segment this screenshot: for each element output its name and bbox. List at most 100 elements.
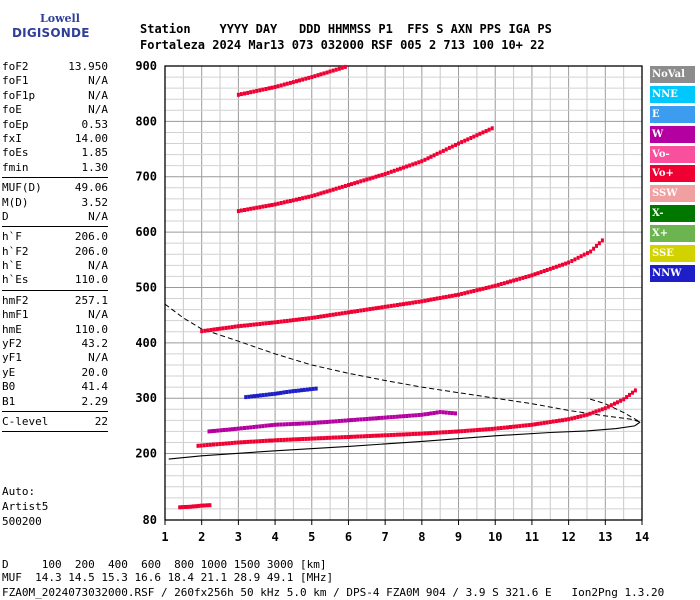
echo-mark — [340, 184, 344, 189]
echo-mark — [279, 438, 283, 442]
echo-mark — [264, 438, 268, 443]
x-tick-label: 13 — [598, 530, 612, 544]
echo-mark — [236, 92, 240, 97]
echo-mark — [304, 76, 308, 81]
echo-mark — [386, 415, 390, 420]
echo-mark — [285, 422, 289, 427]
echo-mark — [206, 328, 210, 333]
echo-mark — [197, 503, 201, 508]
param-row: yF1 N/A — [2, 351, 108, 365]
echo-mark — [548, 420, 552, 424]
echo-mark — [509, 279, 512, 284]
echo-mark — [291, 198, 295, 203]
echo-mark — [215, 327, 219, 332]
echo-mark — [536, 421, 540, 426]
echo-mark — [579, 254, 583, 259]
echo-mark — [328, 313, 332, 318]
echo-mark — [255, 322, 259, 327]
echo-mark — [444, 410, 448, 415]
echo-mark — [208, 503, 212, 508]
echo-mark — [252, 322, 256, 327]
echo-mark — [371, 416, 375, 421]
plot-frame — [164, 65, 643, 521]
echo-mark — [331, 435, 335, 440]
echo-mark — [301, 421, 305, 426]
echo-mark — [322, 420, 326, 425]
echo-mark — [408, 163, 412, 168]
echo-mark — [288, 318, 292, 323]
echo-mark — [304, 316, 308, 321]
param-value: N/A — [88, 308, 108, 322]
echo-mark — [609, 403, 613, 408]
footer-muf-line: MUF 14.3 14.5 15.3 16.6 18.4 21.1 28.9 4… — [2, 571, 334, 584]
echo-mark — [506, 425, 509, 430]
echo-mark — [582, 413, 586, 418]
echo-mark — [328, 69, 332, 74]
echo-mark — [417, 160, 421, 165]
echo-mark — [392, 414, 396, 419]
echo-mark — [337, 185, 341, 190]
param-value: 49.06 — [74, 181, 108, 195]
echo-mark — [270, 438, 274, 443]
legend-entry: W — [650, 125, 695, 143]
x-tick-label: 5 — [308, 530, 315, 544]
param-value: 22 — [94, 414, 108, 428]
echo-mark — [411, 300, 415, 305]
echo-mark — [267, 321, 271, 325]
echo-mark — [246, 90, 250, 95]
echo-mark — [233, 440, 237, 445]
param-name: hmE — [2, 322, 22, 336]
echo-mark — [301, 437, 305, 441]
echo-mark — [218, 326, 222, 331]
param-name: h`Es — [2, 273, 29, 287]
echo-mark — [628, 392, 631, 397]
echo-mark — [356, 180, 360, 185]
echo-mark — [264, 321, 268, 326]
echo-mark — [319, 191, 323, 196]
echo-mark — [337, 435, 341, 440]
echo-mark — [402, 302, 405, 307]
echo-mark — [490, 284, 494, 289]
param-row: fmin 1.30 — [2, 161, 108, 175]
echo-mark — [616, 400, 619, 405]
echo-mark — [408, 413, 412, 418]
note-line: 500200 — [2, 515, 42, 528]
echo-mark — [276, 391, 280, 396]
echo-mark — [450, 411, 454, 416]
param-name: yF1 — [2, 351, 22, 365]
echo-mark — [414, 431, 418, 436]
echo-mark — [573, 415, 577, 420]
echo-mark — [202, 503, 206, 508]
echo-mark — [239, 92, 243, 97]
echo-mark — [365, 307, 369, 312]
echo-mark — [285, 390, 289, 394]
echo-mark — [288, 80, 292, 85]
echo-mark — [288, 389, 292, 394]
echo-mark — [219, 428, 223, 433]
echo-mark — [402, 432, 405, 437]
echo-mark — [395, 303, 399, 307]
echo-mark — [273, 438, 277, 443]
echo-mark — [325, 420, 329, 424]
echo-mark — [600, 407, 604, 412]
echo-mark — [438, 430, 442, 435]
echo-mark — [282, 200, 286, 205]
param-row: hmE 110.0 — [2, 323, 108, 337]
echo-mark — [457, 292, 460, 297]
echo-mark — [570, 259, 574, 263]
echo-mark — [454, 293, 457, 298]
echo-mark — [194, 504, 198, 509]
param-name: foEs — [2, 146, 29, 160]
echo-mark — [267, 86, 271, 91]
echo-mark — [530, 422, 534, 427]
echo-mark — [368, 416, 372, 421]
echo-mark — [216, 428, 220, 433]
echo-mark — [386, 304, 390, 309]
echo-mark — [340, 418, 344, 423]
echo-mark — [295, 79, 298, 84]
echo-mark — [316, 436, 320, 441]
echo-mark — [183, 505, 187, 509]
header-line-1: Station YYYY DAY DDD HHMMSS P1 FFS S AXN… — [140, 22, 552, 36]
echo-mark — [325, 435, 329, 440]
y-tick-label: 900 — [135, 59, 157, 73]
